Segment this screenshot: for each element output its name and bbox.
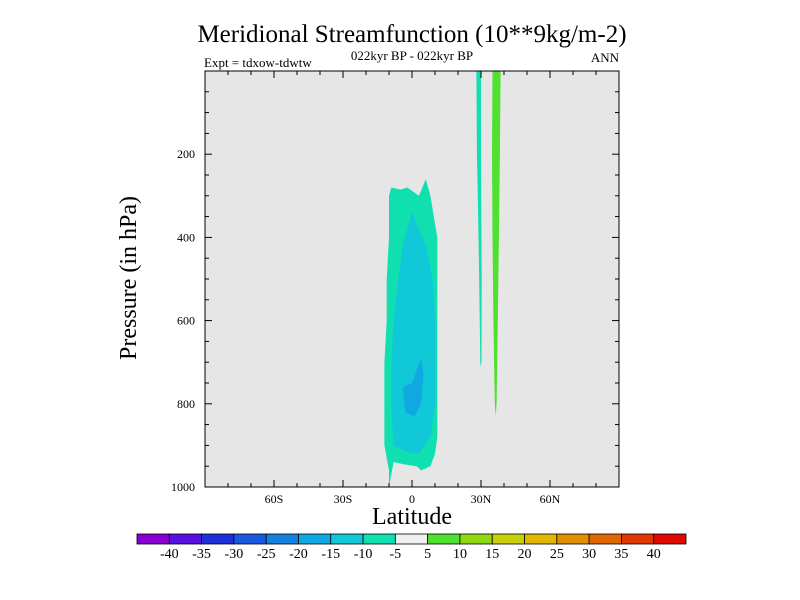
colorbar-label: -40 [160,547,179,562]
y-axis-label: Pressure (in hPa) [116,196,142,360]
axis-ticks: 60S 30S 0 30N 60N 200 400 600 800 1000 [171,70,620,506]
chart-subtitle-center: 022kyr BP - 022kyr BP [351,48,473,63]
colorbar-swatch [427,533,461,545]
colorbar-swatch [330,533,364,545]
colorbar-label: 30 [582,547,596,562]
y-tick-label: 600 [177,314,195,328]
chart-title: Meridional Streamfunction (10**9kg/m-2) [197,21,626,48]
y-tick-label: 1000 [171,480,195,494]
x-tick-label: 30S [334,492,353,506]
colorbar-swatch [653,533,687,545]
colorbar-swatch [265,533,299,545]
colorbar-swatch [362,533,396,545]
colorbar-label: -5 [390,547,402,562]
chart-subtitle-left: Expt = tdxow-tdwtw [204,55,312,70]
x-tick-label: 30N [471,492,492,506]
x-tick-label: 60S [265,492,284,506]
contour-region-southern-hemisphere-core [391,212,435,454]
colorbar-swatch [524,533,558,545]
colorbar-label: -20 [289,547,308,562]
colorbar-swatch [298,533,332,545]
y-tick-label: 800 [177,397,195,411]
colorbar-label: 10 [453,547,467,562]
colorbar-swatch [491,533,525,545]
colorbar-label: -15 [321,547,340,562]
colorbar-swatch [201,533,235,545]
y-tick-label: 200 [177,147,195,161]
y-tick-label: 400 [177,230,195,244]
colorbar-swatch [621,533,655,545]
colorbar-swatch [459,533,493,545]
colorbar-swatch [588,533,622,545]
colorbar-label: 35 [614,547,628,562]
colorbar-label: 20 [518,547,532,562]
contour-region-southern-hemisphere-inner-core [402,358,424,417]
colorbar-label: 25 [550,547,564,562]
contour-region-northern-narrow-negative-band [476,71,482,367]
contour-region-northern-positive-band [492,71,501,417]
colorbar-swatch [136,533,170,545]
colorbar-label: 15 [485,547,499,562]
colorbar: -40 -35 -30 -25 -20 -15 -10 -5 5 10 15 20 25 30 35 40 [136,533,687,562]
colorbar-label: 40 [647,547,661,562]
chart-subtitle-right: ANN [591,50,620,65]
colorbar-swatch [168,533,202,545]
colorbar-label: -10 [354,547,373,562]
colorbar-label: -25 [257,547,276,562]
x-axis-label: Latitude [372,504,452,530]
contour-regions [384,71,501,487]
x-tick-label: 60N [540,492,561,506]
colorbar-swatch [556,533,590,545]
colorbar-swatch [233,533,267,545]
colorbar-label: 5 [424,547,431,562]
plot-frame [204,70,620,488]
colorbar-label: -35 [192,547,211,562]
colorbar-swatch [394,533,429,545]
x-tick-label: 0 [409,492,415,506]
colorbar-label: -30 [225,547,244,562]
